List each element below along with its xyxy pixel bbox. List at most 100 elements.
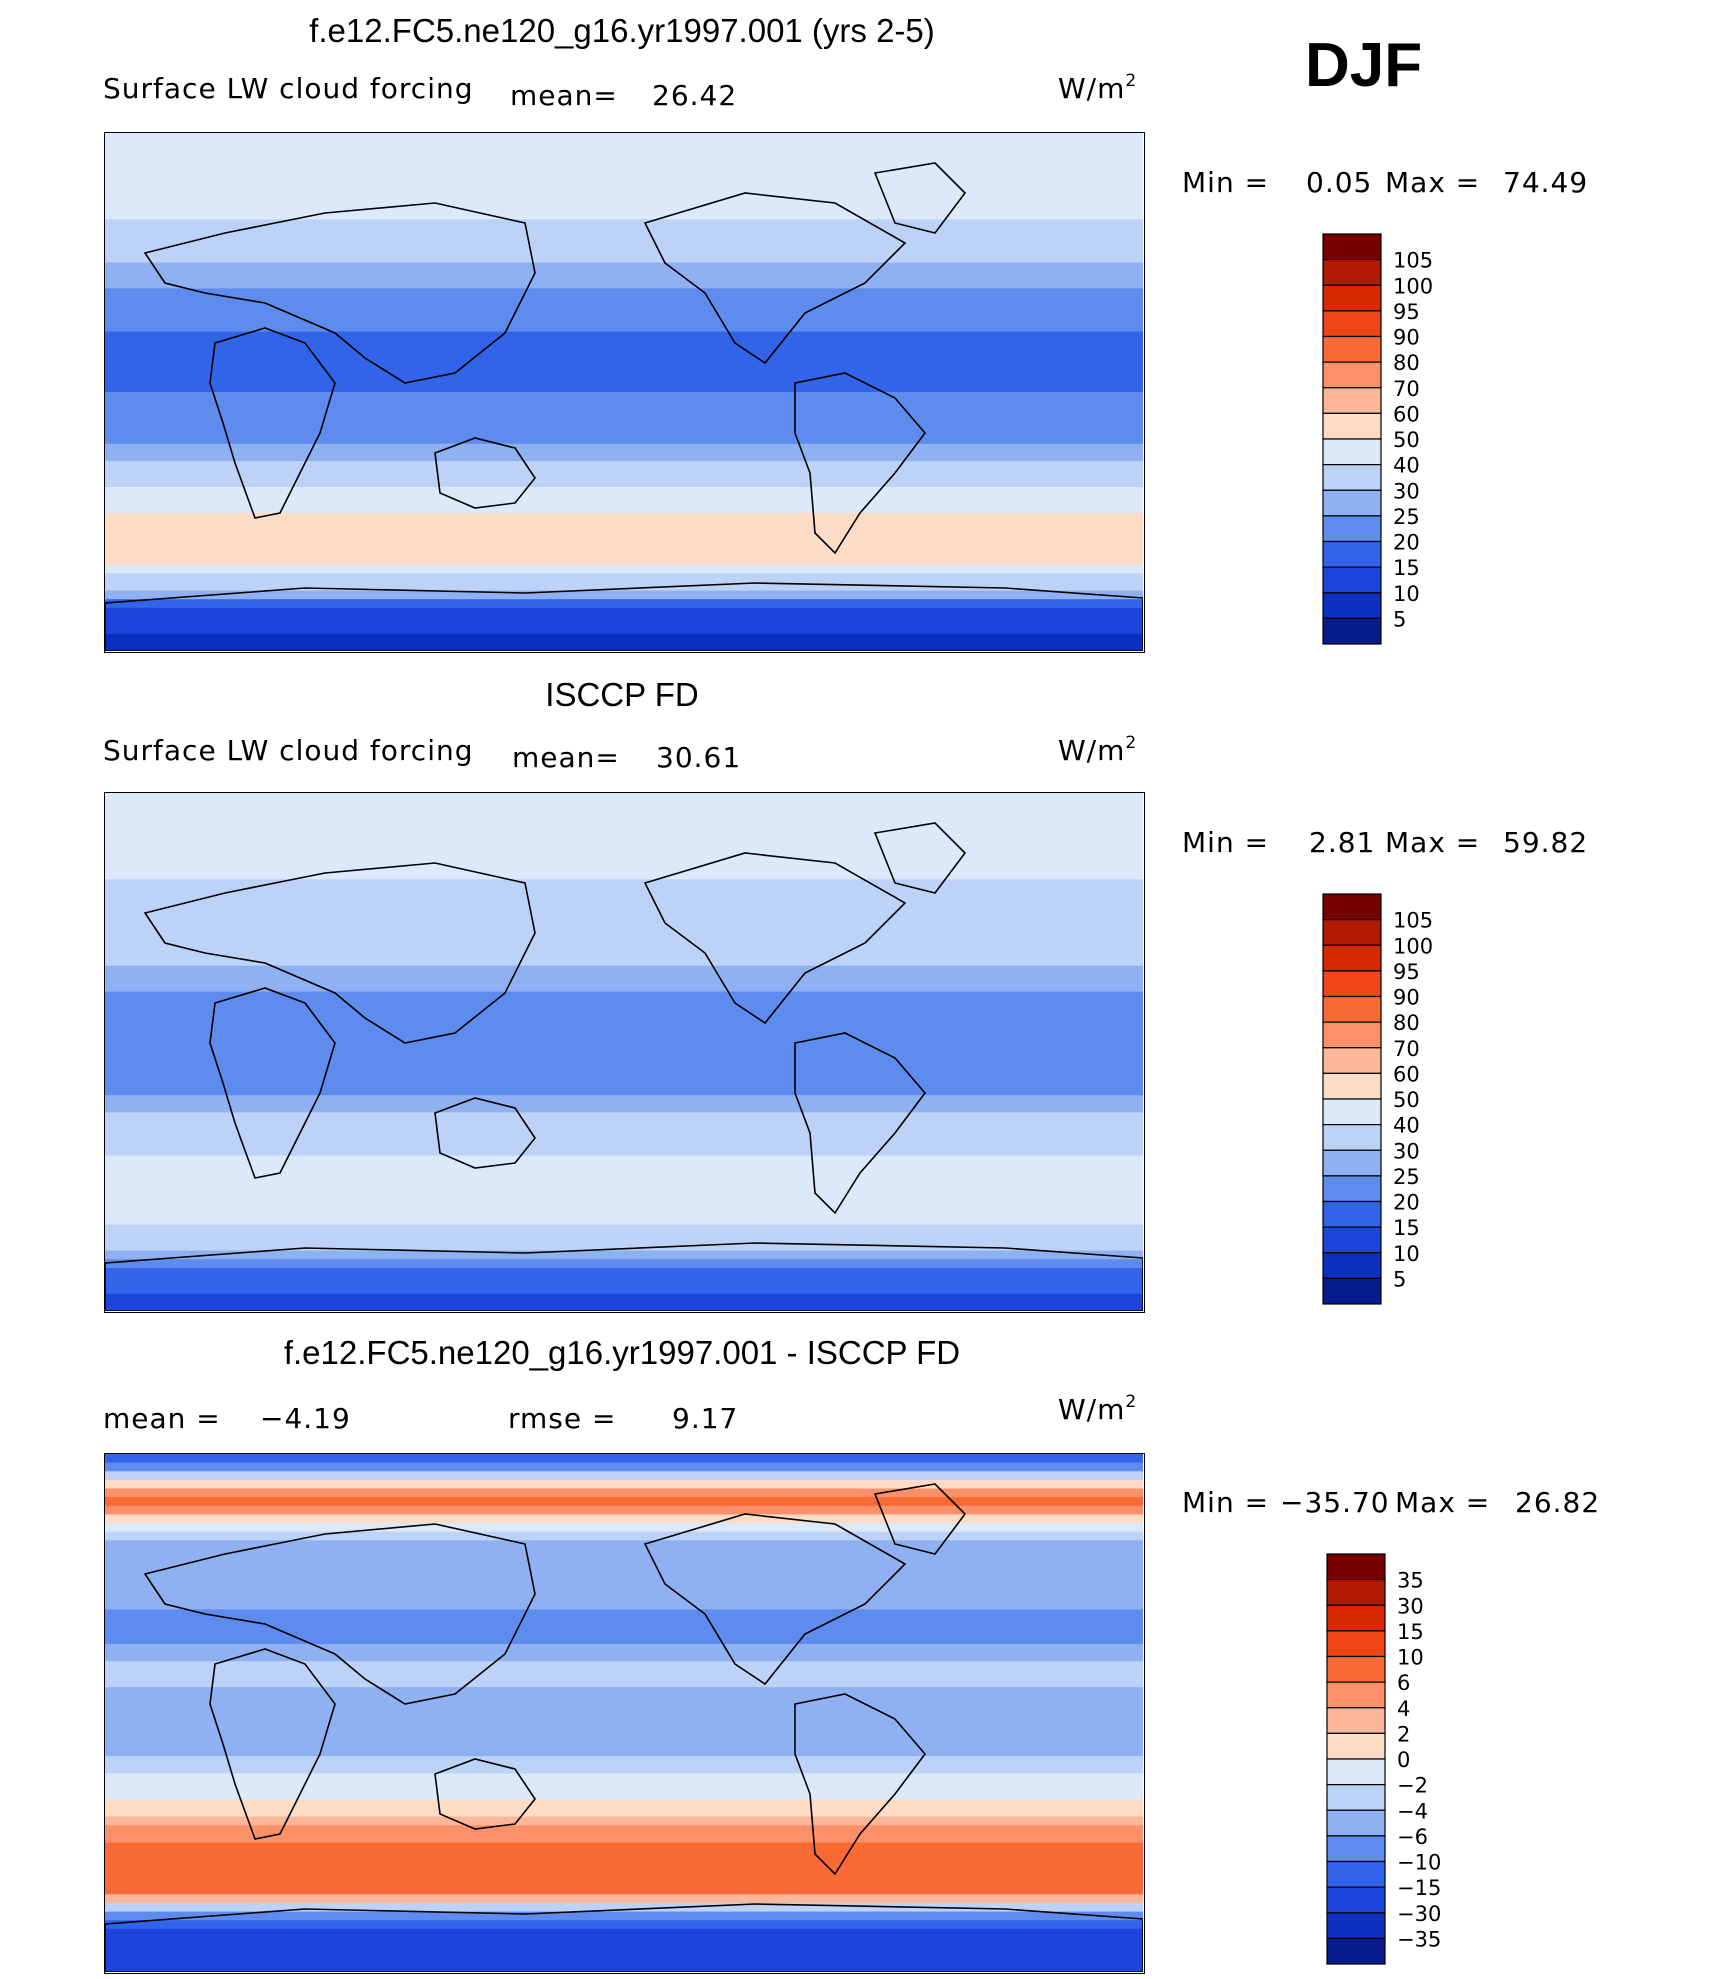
colorbar-tick-label: 20: [1393, 531, 1420, 555]
colorbar-tick-label: 25: [1393, 1165, 1420, 1189]
zonal-band: [105, 853, 1143, 863]
zonal-band: [105, 607, 1143, 618]
panel1-colorbar: 105 100 95 90 80 70 60 50 40 30 25 20 15 10 5: [1322, 233, 1492, 652]
coastline: [105, 582, 1143, 651]
zonal-band: [105, 1172, 1143, 1183]
colorbar-swatch: [1322, 970, 1382, 998]
zonal-band: [105, 616, 1143, 626]
zonal-band: [105, 1052, 1143, 1062]
zonal-band: [105, 1851, 1143, 1861]
zonal-band: [105, 599, 1143, 609]
zonal-band: [105, 1548, 1143, 1559]
zonal-band: [105, 219, 1143, 229]
panel2-mean-label: mean=: [512, 741, 620, 774]
panel2-max-label: Max =: [1385, 826, 1481, 859]
colorbar-swatch: [1322, 233, 1382, 261]
zonal-band: [105, 227, 1143, 238]
zonal-band: [105, 1842, 1143, 1852]
coastline: [643, 852, 907, 1025]
zonal-band: [105, 245, 1143, 255]
panel3-rmse-value: 9.17: [672, 1402, 739, 1435]
zonal-band: [105, 374, 1143, 384]
zonal-band: [105, 818, 1143, 829]
zonal-band: [105, 974, 1143, 984]
zonal-band: [105, 1540, 1143, 1550]
zonal-band: [105, 1902, 1143, 1913]
zonal-band: [105, 366, 1143, 376]
colorbar-tick-label: 0: [1397, 1748, 1410, 1772]
zonal-band: [105, 1954, 1143, 1964]
zonal-band: [105, 1462, 1143, 1472]
panel1-units: W/m2: [1058, 70, 1138, 105]
zonal-band: [105, 1497, 1143, 1507]
colorbar-swatch: [1326, 1655, 1386, 1683]
zonal-band: [105, 210, 1143, 220]
coastline: [794, 1693, 927, 1876]
colorbar-swatch: [1326, 1758, 1386, 1786]
zonal-band: [105, 1583, 1143, 1593]
zonal-band: [105, 184, 1143, 195]
zonal-band: [105, 1302, 1143, 1311]
zonal-band: [105, 948, 1143, 958]
colorbar-swatch: [1322, 919, 1382, 946]
zonal-band: [105, 1077, 1143, 1088]
zonal-band: [105, 1034, 1143, 1044]
colorbar-swatch: [1322, 1226, 1382, 1254]
colorbar-swatch: [1322, 438, 1382, 466]
colorbar-swatch: [1322, 1200, 1382, 1228]
zonal-band: [105, 141, 1143, 151]
zonal-band: [105, 1505, 1143, 1516]
colorbar-tick-label: −15: [1397, 1876, 1441, 1900]
zonal-band: [105, 547, 1143, 557]
zonal-band: [105, 810, 1143, 820]
zonal-band: [105, 1609, 1143, 1619]
colorbar-tick-label: 15: [1397, 1620, 1424, 1644]
zonal-band: [105, 939, 1143, 949]
coastline: [643, 192, 907, 365]
colorbar-swatch: [1322, 995, 1382, 1023]
zonal-band: [105, 504, 1143, 514]
zonal-band: [105, 556, 1143, 566]
zonal-band: [105, 1121, 1143, 1131]
panel1-min-label: Min =: [1182, 166, 1270, 199]
zonal-band: [105, 1713, 1143, 1723]
colorbar-tick-label: 30: [1397, 1594, 1424, 1618]
colorbar-swatch: [1322, 387, 1382, 414]
zonal-band: [105, 158, 1143, 169]
colorbar-swatch: [1326, 1809, 1386, 1837]
zonal-band: [105, 512, 1143, 523]
zonal-band: [105, 1112, 1143, 1122]
coastline: [434, 437, 536, 509]
colorbar-tick-label: 25: [1393, 505, 1420, 529]
zonal-band: [105, 392, 1143, 402]
zonal-band: [105, 357, 1143, 367]
zonal-band: [105, 133, 1143, 143]
zonal-band: [105, 1241, 1143, 1252]
zonal-band: [105, 1911, 1143, 1921]
colorbar-swatch: [1326, 1681, 1386, 1709]
zonal-band: [105, 538, 1143, 548]
coastline: [209, 1648, 336, 1840]
zonal-band: [105, 905, 1143, 915]
zonal-band: [105, 1652, 1143, 1662]
colorbar-swatch: [1322, 1047, 1382, 1074]
colorbar-tick-label: 60: [1393, 402, 1420, 426]
colorbar-swatch: [1322, 361, 1382, 389]
zonal-band: [105, 1488, 1143, 1498]
zonal-band: [105, 1799, 1143, 1809]
colorbar-swatch: [1322, 1124, 1382, 1151]
zonal-band: [105, 1259, 1143, 1269]
zonal-band: [105, 495, 1143, 505]
colorbar-swatch: [1326, 1860, 1386, 1888]
colorbar-tick-label: −2: [1397, 1774, 1428, 1798]
zonal-band: [105, 262, 1143, 272]
zonal-band: [105, 1471, 1143, 1481]
zonal-band: [105, 957, 1143, 967]
zonal-band: [105, 1678, 1143, 1688]
zonal-band: [105, 167, 1143, 177]
zonal-band: [105, 1276, 1143, 1286]
colorbar-swatch: [1322, 1149, 1382, 1177]
zonal-band: [105, 1224, 1143, 1234]
coastline: [143, 862, 536, 1044]
zonal-band: [105, 1738, 1143, 1749]
